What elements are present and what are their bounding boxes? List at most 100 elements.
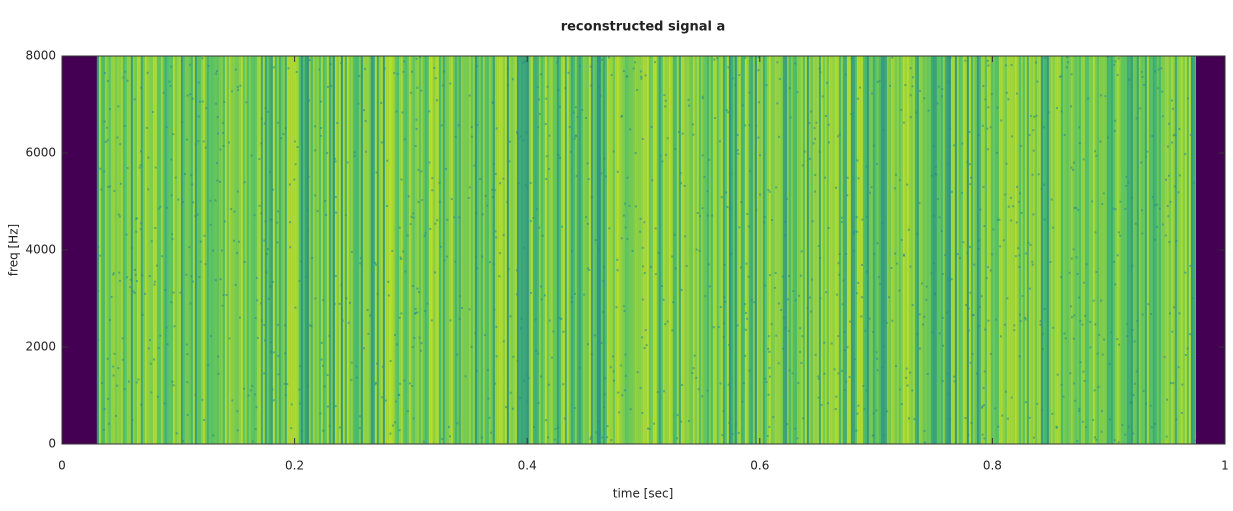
spectrogram-stripe <box>858 56 861 444</box>
spectrogram-speck <box>470 126 473 129</box>
spectrogram-speck <box>725 109 728 112</box>
spectrogram-speck <box>904 84 907 87</box>
spectrogram-speck <box>334 274 337 277</box>
spectrogram-speck <box>402 250 405 253</box>
spectrogram-speck <box>933 292 936 295</box>
spectrogram-speck <box>186 353 189 356</box>
spectrogram-speck <box>1064 337 1067 340</box>
spectrogram-stripe <box>274 56 277 444</box>
spectrogram-speck <box>1079 361 1082 364</box>
spectrogram-speck <box>288 183 291 186</box>
spectrogram-stripe <box>750 56 753 444</box>
spectrogram-stripe <box>560 56 563 444</box>
spectrogram-speck <box>1012 205 1015 208</box>
spectrogram-speck <box>1040 187 1043 190</box>
spectrogram-stripe <box>934 56 937 444</box>
spectrogram-speck <box>493 308 496 311</box>
spectrogram-stripe <box>264 56 267 444</box>
spectrogram-speck <box>861 296 864 299</box>
spectrogram-speck <box>102 428 105 431</box>
spectrogram-speck <box>515 293 518 296</box>
spectrogram-speck <box>1085 426 1088 429</box>
spectrogram-speck <box>145 126 148 129</box>
spectrogram-speck <box>1153 204 1156 207</box>
spectrogram-speck <box>533 426 536 429</box>
spectrogram-speck <box>380 141 383 144</box>
spectrogram-speck <box>1017 200 1020 203</box>
spectrogram-speck <box>1130 401 1133 404</box>
spectrogram-stripe <box>792 56 795 444</box>
spectrogram-speck <box>305 209 308 212</box>
spectrogram-speck <box>290 403 293 406</box>
spectrogram-speck <box>853 358 856 361</box>
spectrogram-speck <box>934 173 937 176</box>
spectrogram-speck <box>641 246 644 249</box>
spectrogram-speck <box>460 307 463 310</box>
spectrogram-speck <box>1003 323 1006 326</box>
spectrogram-stripe <box>1166 56 1169 444</box>
spectrogram-speck <box>788 275 791 278</box>
spectrogram-speck <box>664 99 667 102</box>
spectrogram-stripe <box>880 56 883 444</box>
spectrogram-speck <box>502 177 505 180</box>
spectrogram-speck <box>846 194 849 197</box>
spectrogram-speck <box>340 62 343 65</box>
spectrogram-speck <box>197 81 200 84</box>
spectrogram-speck <box>277 323 280 326</box>
spectrogram-speck <box>786 298 789 301</box>
spectrogram-stripe <box>590 56 593 444</box>
spectrogram-speck <box>1005 91 1008 94</box>
spectrogram-stripe <box>1104 56 1107 444</box>
spectrogram-stripe <box>100 56 103 444</box>
spectrogram-stripe <box>132 56 135 444</box>
spectrogram-speck <box>835 186 838 189</box>
spectrogram-speck <box>563 417 566 420</box>
spectrogram-stripe <box>234 56 237 444</box>
spectrogram-speck <box>396 343 399 346</box>
spectrogram-speck <box>260 142 263 145</box>
spectrogram-stripe <box>502 56 505 444</box>
spectrogram-stripe <box>346 56 349 444</box>
spectrogram-speck <box>698 215 701 218</box>
spectrogram-speck <box>918 89 921 92</box>
spectrogram-speck <box>403 379 406 382</box>
spectrogram-speck <box>221 249 224 252</box>
spectrogram-speck <box>135 381 138 384</box>
spectrogram-stripe <box>130 56 133 444</box>
spectrogram-speck <box>609 366 612 369</box>
spectrogram-speck <box>169 84 172 87</box>
spectrogram-speck <box>443 70 446 73</box>
spectrogram-speck <box>845 380 848 383</box>
spectrogram-speck <box>113 189 116 192</box>
spectrogram-speck <box>415 57 418 60</box>
spectrogram-speck <box>598 433 601 436</box>
spectrogram-speck <box>214 199 217 202</box>
spectrogram-speck <box>215 72 218 75</box>
spectrogram-speck <box>182 439 185 442</box>
spectrogram-speck <box>821 95 824 98</box>
spectrogram-speck <box>872 434 875 437</box>
spectrogram-speck <box>1129 401 1132 404</box>
spectrogram-speck <box>664 153 667 156</box>
spectrogram-speck <box>692 367 695 370</box>
spectrogram-speck <box>431 177 434 180</box>
spectrogram-stripe <box>704 56 707 444</box>
spectrogram-speck <box>123 124 126 127</box>
spectrogram-stripe <box>1152 56 1155 444</box>
spectrogram-stripe <box>604 56 607 444</box>
spectrogram-speck <box>412 212 415 215</box>
spectrogram-stripe <box>886 56 889 444</box>
spectrogram-speck <box>587 178 590 181</box>
spectrogram-speck <box>1072 337 1075 340</box>
spectrogram-speck <box>316 210 319 213</box>
spectrogram-stripe <box>402 56 405 444</box>
spectrogram-stripe <box>962 56 965 444</box>
spectrogram-stripe <box>734 56 737 444</box>
spectrogram-speck <box>418 291 421 294</box>
spectrogram-stripe <box>1120 56 1123 444</box>
spectrogram-speck <box>950 190 953 193</box>
x-tick-label: 0.4 <box>518 459 537 473</box>
spectrogram-stripe <box>1074 56 1077 444</box>
spectrogram-speck <box>522 246 525 249</box>
spectrogram-speck <box>529 220 532 223</box>
